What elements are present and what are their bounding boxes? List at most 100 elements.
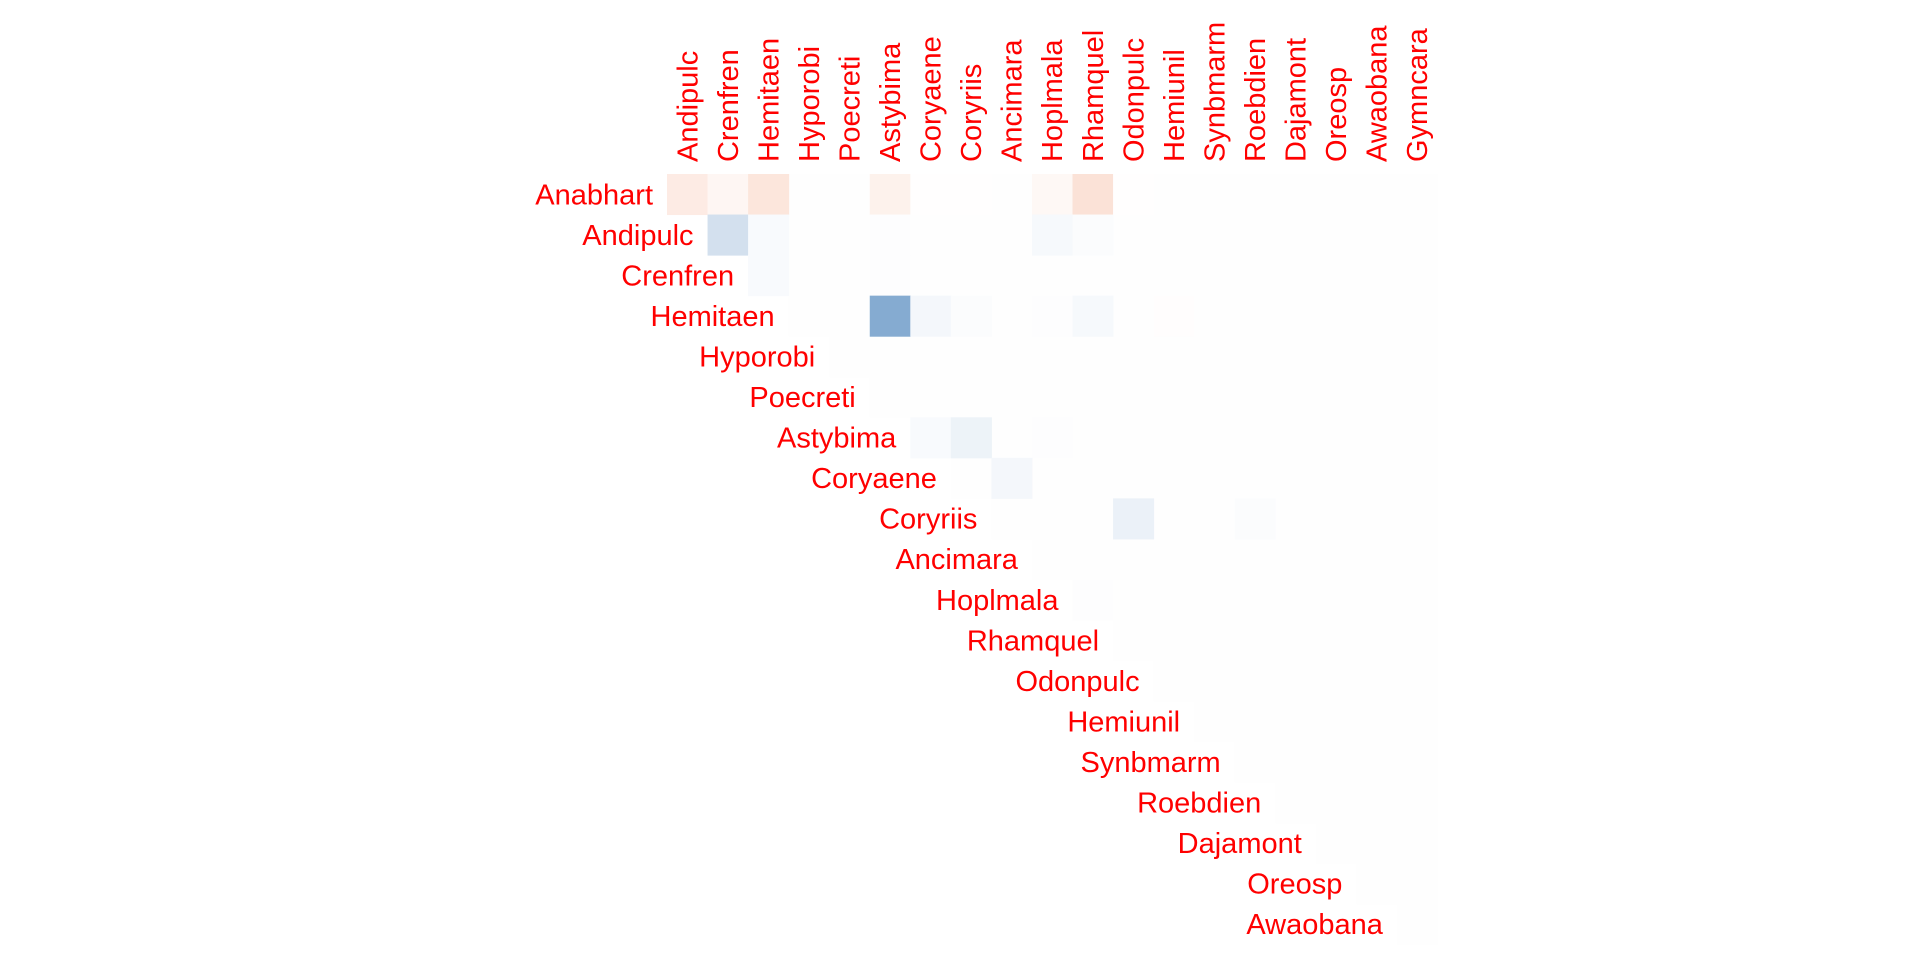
heatmap-cell-base: [950, 457, 992, 499]
heatmap-cell-base: [991, 498, 1033, 540]
heatmap-cell-base: [910, 336, 952, 378]
row-label: Crenfren: [621, 260, 734, 292]
heatmap-cell-base: [1356, 620, 1398, 662]
heatmap-cell: [869, 255, 911, 297]
heatmap-cell: [910, 174, 952, 216]
heatmap-cell-base: [1356, 417, 1398, 459]
heatmap-cell-base: [788, 174, 830, 216]
heatmap-cell: [748, 255, 790, 297]
heatmap-cell-base: [1356, 214, 1398, 256]
heatmap-cell: [1031, 174, 1073, 216]
heatmap-cell-base: [1315, 782, 1357, 824]
heatmap-cell-base: [1194, 336, 1236, 378]
column-label: Coryaene: [916, 36, 948, 162]
heatmap-cell-base: [1194, 214, 1236, 256]
heatmap-cell-base: [1113, 214, 1155, 256]
heatmap-cell-base: [1153, 457, 1195, 499]
heatmap-cell-base: [1194, 620, 1236, 662]
column-label: Hyporobi: [794, 46, 826, 162]
heatmap-cell-base: [1234, 660, 1276, 702]
heatmap-cell-base: [1356, 376, 1398, 418]
heatmap-cell-base: [991, 376, 1033, 418]
heatmap-cell-base: [1396, 417, 1438, 459]
row-label: Odonpulc: [1015, 666, 1139, 698]
row-label: Astybima: [777, 423, 897, 455]
heatmap-cell-base: [1396, 538, 1438, 580]
heatmap-cell-base: [1031, 457, 1073, 499]
heatmap-cell-base: [1315, 498, 1357, 540]
heatmap-cell-base: [1315, 336, 1357, 378]
heatmap-cell-base: [991, 174, 1033, 216]
heatmap-cell-base: [1315, 822, 1357, 864]
column-label: Poecreti: [834, 56, 866, 162]
heatmap-cell: [910, 417, 952, 459]
heatmap-cell-base: [1031, 538, 1073, 580]
heatmap-cell-base: [1234, 457, 1276, 499]
heatmap-cell-base: [1153, 498, 1195, 540]
heatmap-cell-base: [788, 255, 830, 297]
heatmap-cell-base: [1194, 701, 1236, 743]
heatmap-cell-base: [1194, 498, 1236, 540]
heatmap-cell-base: [829, 214, 871, 256]
heatmap-cell-base: [1113, 336, 1155, 378]
heatmap-cell-base: [1153, 620, 1195, 662]
heatmap-cell-base: [1234, 538, 1276, 580]
heatmap-cell-base: [910, 376, 952, 418]
heatmap-cell: [1072, 295, 1114, 337]
row-label: Awaobana: [1246, 909, 1383, 941]
heatmap-cell-base: [1396, 255, 1438, 297]
row-label: Andipulc: [582, 220, 693, 252]
column-label: Hoplmala: [1037, 39, 1069, 162]
heatmap-cell-base: [1031, 336, 1073, 378]
heatmap-cell-base: [1356, 457, 1398, 499]
heatmap-cell-base: [1275, 701, 1317, 743]
heatmap-cell-base: [1356, 660, 1398, 702]
heatmap-cell-base: [1275, 336, 1317, 378]
heatmap-cell: [748, 174, 790, 216]
heatmap-cell-base: [788, 214, 830, 256]
heatmap-cell-base: [1153, 214, 1195, 256]
heatmap-cell-base: [1194, 174, 1236, 216]
heatmap-cell: [1072, 579, 1114, 621]
heatmap-cell-base: [1396, 863, 1438, 905]
column-label: Andipulc: [672, 51, 704, 162]
heatmap-cell-base: [1153, 538, 1195, 580]
heatmap-cell-base: [1113, 255, 1155, 297]
heatmap-cell-base: [1234, 376, 1276, 418]
heatmap-cell: [910, 295, 952, 337]
heatmap-cell: [1031, 295, 1073, 337]
heatmap-cell-base: [1234, 701, 1276, 743]
heatmap-cell-base: [991, 214, 1033, 256]
row-label: Hoplmala: [936, 585, 1059, 617]
heatmap-cell-base: [991, 417, 1033, 459]
heatmap-cell-base: [1275, 376, 1317, 418]
heatmap-cell-base: [1072, 538, 1114, 580]
row-label: Oreosp: [1247, 869, 1342, 901]
row-label: Dajamont: [1178, 828, 1302, 860]
heatmap-cell-base: [1031, 498, 1073, 540]
heatmap-cell: [1031, 417, 1073, 459]
heatmap-cell-base: [1072, 457, 1114, 499]
heatmap-cell-base: [1194, 457, 1236, 499]
row-label: Hemiunil: [1067, 706, 1180, 738]
heatmap-cell-base: [1356, 336, 1398, 378]
heatmap-cell-base: [1275, 579, 1317, 621]
heatmap-cell-base: [1113, 579, 1155, 621]
heatmap-cell-base: [1396, 782, 1438, 824]
column-label: Coryriis: [956, 64, 988, 162]
heatmap-cell-base: [1356, 863, 1398, 905]
heatmap-cell-base: [950, 255, 992, 297]
row-label: Ancimara: [895, 544, 1018, 576]
heatmap-cell-base: [1356, 538, 1398, 580]
heatmap-cell-base: [1113, 620, 1155, 662]
heatmap-cell-base: [910, 214, 952, 256]
heatmap-cell-base: [1031, 376, 1073, 418]
heatmap-cell-base: [1275, 660, 1317, 702]
heatmap-cell-base: [1275, 457, 1317, 499]
heatmap-cell: [1072, 214, 1114, 256]
heatmap-cell: [1113, 174, 1155, 216]
column-label: Dajamont: [1281, 38, 1313, 162]
heatmap-cell-base: [1153, 336, 1195, 378]
heatmap-cell-base: [1396, 214, 1438, 256]
